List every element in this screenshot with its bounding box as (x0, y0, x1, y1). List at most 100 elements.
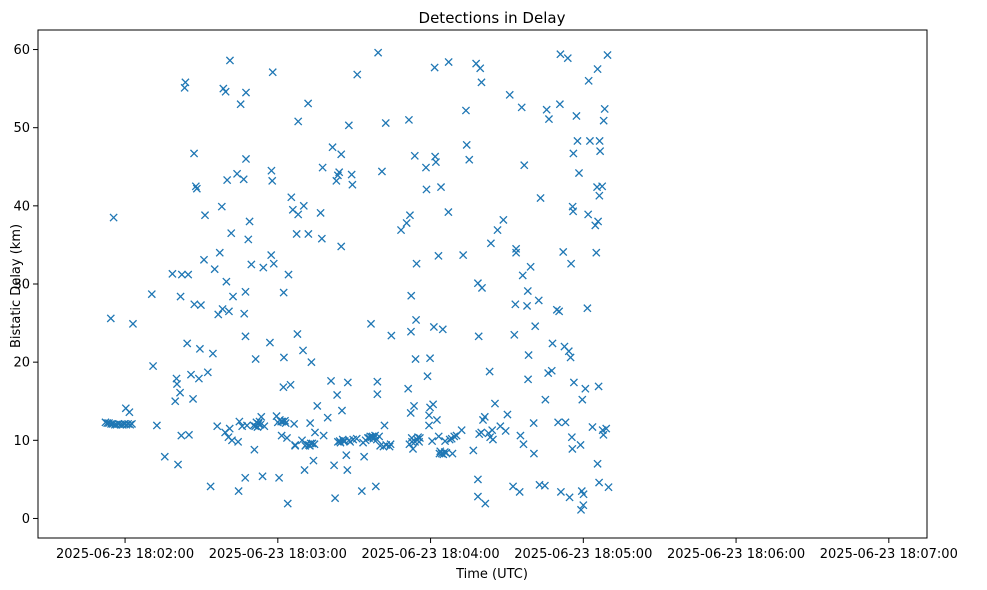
data-point (572, 111, 581, 121)
data-point (287, 193, 296, 202)
data-point (215, 248, 224, 257)
data-point (337, 150, 346, 159)
data-point (366, 319, 376, 328)
data-point (258, 472, 267, 481)
data-point (347, 170, 356, 179)
data-point (585, 136, 594, 146)
y-tick-label: 10 (13, 434, 30, 449)
data-point (556, 487, 565, 496)
data-point (335, 168, 344, 177)
data-point (125, 408, 134, 417)
data-point (474, 332, 483, 341)
data-point (294, 117, 303, 126)
data-point (555, 100, 564, 109)
data-point (218, 304, 227, 314)
x-tick-label: 2025-06-23 18:05:00 (514, 547, 652, 562)
data-point (224, 307, 233, 316)
data-point (593, 459, 602, 468)
data-point (469, 446, 478, 455)
data-point (241, 332, 250, 341)
data-point (318, 163, 327, 172)
data-point (214, 310, 223, 319)
data-point (508, 482, 518, 491)
data-point (556, 50, 565, 59)
data-point (294, 210, 303, 219)
data-point (574, 168, 584, 178)
data-point (408, 444, 418, 453)
data-point (277, 431, 286, 440)
data-point (520, 161, 529, 170)
data-point (547, 366, 556, 375)
data-point (523, 286, 532, 296)
data-point (421, 163, 431, 172)
data-point (292, 229, 301, 239)
data-point (406, 327, 416, 336)
data-point (267, 251, 276, 260)
y-axis-label: Bistatic Delay (km) (9, 224, 24, 348)
data-point (599, 116, 608, 125)
data-point (316, 208, 325, 217)
data-point (566, 353, 575, 362)
data-point (172, 379, 182, 389)
data-point (344, 121, 353, 130)
data-point (368, 432, 377, 441)
data-point (337, 406, 347, 415)
data-point (595, 478, 604, 487)
data-point (352, 434, 361, 443)
x-tick-label: 2025-06-23 18:06:00 (667, 547, 805, 562)
data-point (268, 68, 277, 77)
data-point (561, 418, 570, 427)
data-point (594, 217, 603, 226)
data-point (596, 147, 605, 156)
data-point (600, 104, 609, 113)
x-axis-label: Time (UTC) (455, 567, 528, 582)
data-point (501, 426, 510, 435)
data-point (257, 412, 266, 421)
data-point (529, 419, 538, 428)
data-point (431, 158, 440, 167)
data-point (269, 259, 278, 268)
data-point (250, 445, 259, 454)
data-point (519, 440, 528, 449)
data-point (106, 314, 115, 323)
data-point (188, 394, 198, 403)
y-tick-label: 60 (13, 43, 30, 58)
data-point (576, 505, 586, 514)
data-point (583, 304, 592, 313)
data-point (526, 262, 535, 271)
data-point (407, 437, 417, 446)
data-point (374, 48, 383, 57)
data-point (588, 422, 597, 432)
data-point (462, 140, 471, 149)
data-point (307, 358, 316, 367)
data-point (564, 347, 573, 356)
data-point (234, 437, 243, 446)
data-point (381, 118, 390, 128)
data-point (175, 388, 185, 397)
data-point (221, 87, 230, 96)
data-point (195, 344, 204, 353)
data-point (279, 288, 288, 297)
data-point (536, 193, 545, 203)
data-point (242, 421, 252, 430)
data-point (267, 166, 276, 175)
data-point (396, 226, 406, 235)
data-point (595, 191, 604, 200)
data-point (515, 487, 524, 496)
data-point (406, 408, 415, 418)
data-point (477, 283, 487, 292)
data-point (602, 424, 611, 433)
data-point (488, 426, 497, 435)
data-point (581, 384, 590, 393)
data-point (540, 481, 549, 490)
data-point (524, 375, 533, 384)
data-point (275, 473, 284, 482)
data-point (236, 100, 245, 109)
data-point (299, 201, 308, 210)
data-point (569, 207, 578, 216)
plot-area (37, 29, 928, 539)
data-point (196, 301, 205, 310)
data-point (330, 461, 339, 470)
y-tick-label: 20 (13, 356, 30, 371)
data-point (127, 419, 137, 428)
